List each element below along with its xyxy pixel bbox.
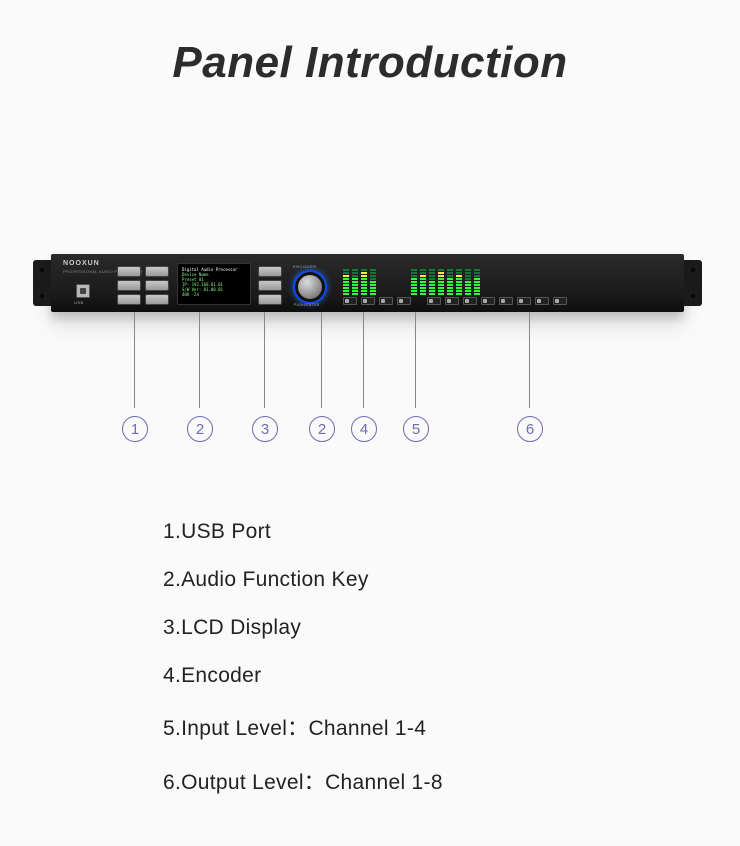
func-button-5[interactable] [117, 294, 141, 305]
knob-label: PUSH/ENTER [294, 303, 320, 307]
func-button-4[interactable] [145, 280, 169, 291]
level-meter [456, 263, 462, 295]
channel-toggle[interactable] [445, 297, 459, 305]
encoder-label: ENCODER [293, 264, 317, 269]
func-button-8[interactable] [258, 280, 282, 291]
input-level-meters [343, 263, 376, 295]
channel-toggle[interactable] [535, 297, 549, 305]
rack-ear-left [33, 260, 51, 306]
channel-toggle-row [343, 297, 567, 305]
channel-toggle[interactable] [343, 297, 357, 305]
device-panel: NOOXUN PROFESSIONAL AUDIO PROCESSOR USB … [51, 254, 684, 312]
usb-label: USB [74, 300, 84, 305]
legend-item: 3.LCD Display [163, 616, 443, 640]
legend-item: 5.Input Level：Channel 1-4 [163, 712, 443, 742]
func-button-1[interactable] [117, 266, 141, 277]
legend-item: 1.USB Port [163, 520, 443, 544]
level-meter [343, 263, 349, 295]
rack-ear-right [684, 260, 702, 306]
level-meter [420, 263, 426, 295]
level-meter [429, 263, 435, 295]
callout-2 [199, 312, 200, 408]
output-level-meters [411, 263, 480, 295]
channel-toggle[interactable] [361, 297, 375, 305]
channel-toggle[interactable] [481, 297, 495, 305]
level-meter [447, 263, 453, 295]
usb-port-icon [76, 284, 90, 298]
callout-2 [321, 312, 322, 408]
channel-toggle[interactable] [463, 297, 477, 305]
level-meter [352, 263, 358, 295]
callout-4 [363, 312, 364, 408]
level-meter [465, 263, 471, 295]
func-button-2[interactable] [145, 266, 169, 277]
legend-item: 4.Encoder [163, 664, 443, 688]
legend-item: 2.Audio Function Key [163, 568, 443, 592]
func-button-6[interactable] [145, 294, 169, 305]
channel-toggle[interactable] [397, 297, 411, 305]
channel-toggle[interactable] [499, 297, 513, 305]
level-meter [361, 263, 367, 295]
level-meter [474, 263, 480, 295]
legend-item: 6.Output Level：Channel 1-8 [163, 766, 443, 796]
brand-logo: NOOXUN [63, 260, 100, 267]
callout-1 [134, 312, 135, 408]
level-meter [411, 263, 417, 295]
lcd-display: Digital Audio ProcessorDevice NamePreset… [177, 263, 251, 305]
lcd-line: 48K -24 [182, 292, 246, 297]
channel-toggle[interactable] [517, 297, 531, 305]
level-meter [370, 263, 376, 295]
func-button-7[interactable] [258, 266, 282, 277]
encoder-knob[interactable] [295, 272, 325, 302]
callout-3 [264, 312, 265, 408]
channel-toggle[interactable] [553, 297, 567, 305]
level-meter [438, 263, 444, 295]
channel-toggle[interactable] [427, 297, 441, 305]
callout-6 [529, 312, 530, 408]
func-button-3[interactable] [117, 280, 141, 291]
callout-5 [415, 312, 416, 408]
page-title: Panel Introduction [0, 0, 740, 88]
legend-list: 1.USB Port 2.Audio Function Key 3.LCD Disp… [163, 520, 443, 820]
func-button-9[interactable] [258, 294, 282, 305]
channel-toggle[interactable] [379, 297, 393, 305]
